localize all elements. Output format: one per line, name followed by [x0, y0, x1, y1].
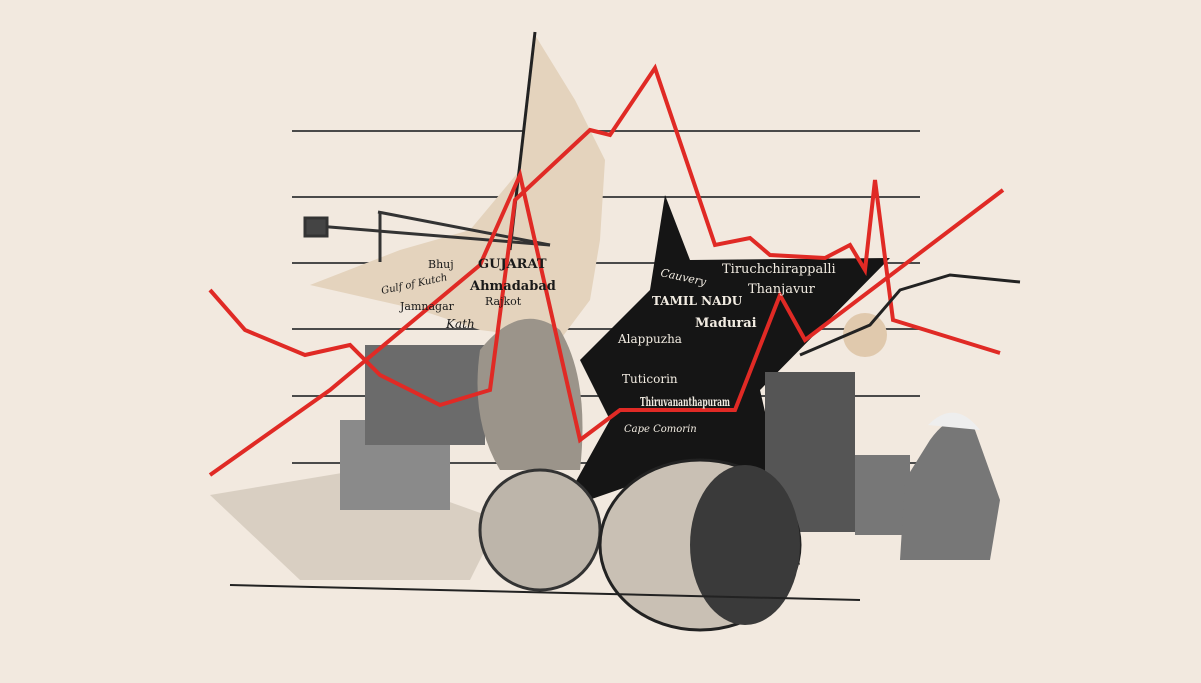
- map-label: Cape Comorin: [624, 424, 697, 435]
- map-label: TAMIL NADU: [652, 294, 743, 308]
- map-label: Rajkot: [485, 295, 522, 308]
- map-label: Thanjavur: [748, 282, 816, 297]
- sun: [843, 313, 887, 357]
- map-label: Bhuj: [428, 258, 454, 271]
- map-label: Jamnagar: [399, 300, 455, 313]
- building: [855, 455, 910, 535]
- pipe-opening: [690, 465, 800, 625]
- woman-figure: [477, 318, 583, 470]
- red-line: [208, 63, 1001, 408]
- ground-line: [229, 584, 861, 601]
- worker-figure: [900, 419, 1000, 560]
- crates: [365, 345, 485, 445]
- map-label: Tiruchchirappalli: [722, 262, 836, 277]
- pipe: [478, 468, 602, 592]
- tamil-nadu-labels: TAMIL NADU Madurai Tiruchchirappalli Tha…: [617, 262, 836, 435]
- red-line: [208, 168, 1005, 477]
- map-label: Thiruvananthapuram: [640, 395, 730, 409]
- map-label: Tuticorin: [622, 372, 678, 386]
- black-line: [799, 273, 1021, 357]
- map-label: Madurai: [695, 316, 757, 331]
- map-star: [560, 195, 890, 565]
- map-label: Ahmadabad: [469, 279, 556, 294]
- map-paper: [310, 35, 605, 340]
- map-label: GUJARAT: [478, 257, 547, 272]
- map-label: Alappuzha: [617, 332, 682, 346]
- map-label: Kath: [445, 317, 475, 331]
- hard-hat: [928, 412, 980, 430]
